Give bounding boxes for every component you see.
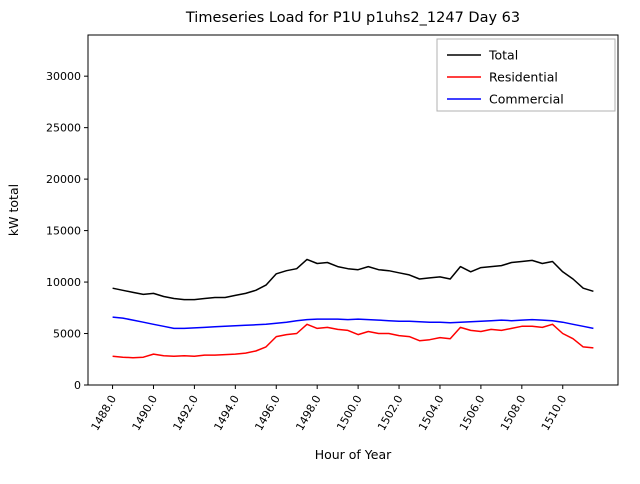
legend-box: [436, 38, 616, 112]
x-tick-label: 1494.0: [211, 393, 242, 433]
y-tick-label: 5000: [53, 328, 81, 341]
x-tick-label: 1508.0: [498, 393, 529, 433]
chart-title: Timeseries Load for P1U p1uhs2_1247 Day …: [185, 10, 520, 26]
y-tick-label: 30000: [46, 70, 81, 83]
y-tick-label: 10000: [46, 276, 81, 289]
x-tick-label: 1506.0: [457, 393, 488, 433]
x-tick-label: 1488.0: [89, 393, 120, 433]
x-tick-label: 1510.0: [539, 393, 570, 433]
x-tick-label: 1504.0: [416, 393, 447, 433]
x-axis-label: Hour of Year: [315, 447, 392, 462]
legend-label-residential: Residential: [489, 70, 558, 85]
x-tick-label: 1500.0: [334, 393, 365, 433]
y-tick-label: 0: [74, 379, 81, 392]
axes-frame: [87, 34, 619, 386]
x-tick-label: 1502.0: [375, 393, 406, 433]
x-tick-label: 1490.0: [130, 393, 161, 433]
y-tick-label: 15000: [46, 225, 81, 238]
x-tick-label: 1492.0: [170, 393, 201, 433]
x-tick-label: 1496.0: [252, 393, 283, 433]
legend-label-commercial: Commercial: [489, 92, 564, 107]
y-axis-label: kW total: [6, 184, 21, 236]
total-line: [112, 258, 594, 301]
legend-label-total: Total: [488, 48, 518, 63]
commercial-line: [112, 316, 594, 330]
y-tick-label: 20000: [46, 173, 81, 186]
y-tick-label: 25000: [46, 122, 81, 135]
residential-line: [112, 323, 594, 359]
x-tick-label: 1498.0: [293, 393, 324, 433]
